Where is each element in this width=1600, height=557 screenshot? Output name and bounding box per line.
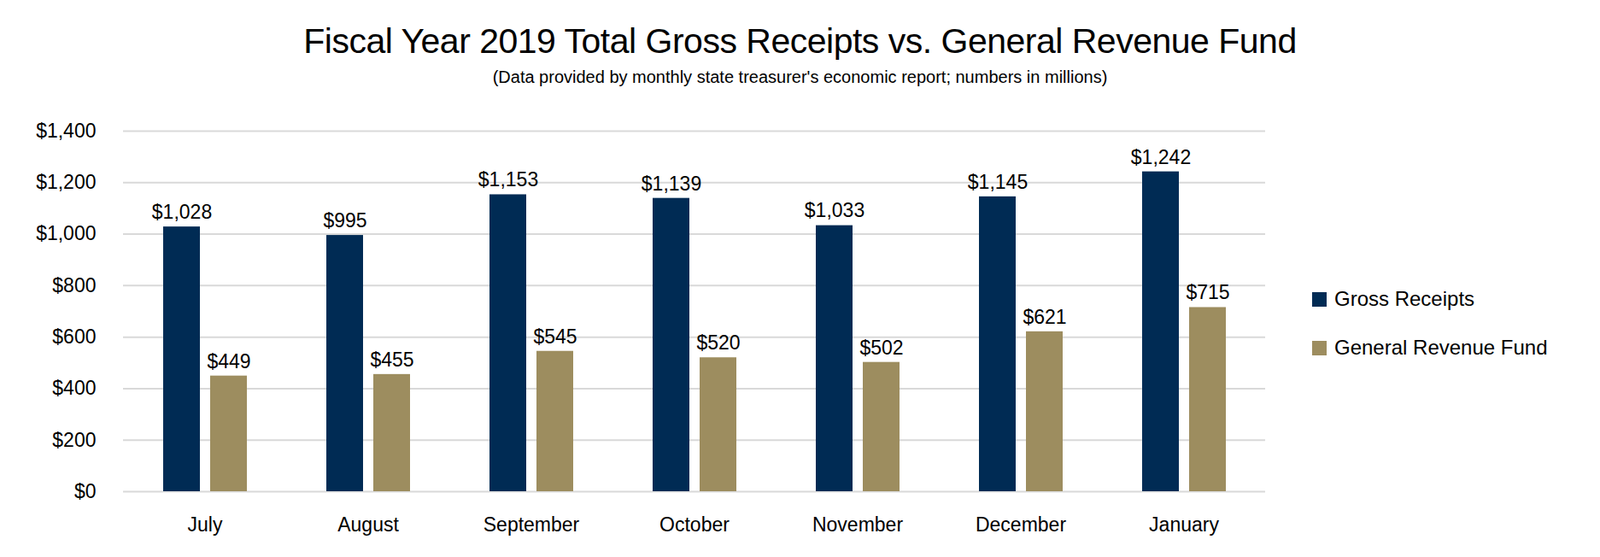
svg-text:$1,028: $1,028 [152, 200, 212, 223]
svg-text:$1,200: $1,200 [35, 170, 96, 194]
html-text:(Data provided by monthly stat: (Data provided by monthly state treasure… [492, 67, 1108, 87]
svg-text:$455: $455 [369, 348, 414, 371]
svg-text:$200: $200 [52, 428, 96, 452]
svg-text:January: January [1148, 513, 1220, 536]
svg-text:November: November [812, 513, 903, 536]
svg-text:December: December [975, 513, 1067, 536]
svg-text:$400: $400 [52, 376, 96, 399]
svg-text:September: September [483, 513, 581, 536]
svg-text:$1,145: $1,145 [967, 170, 1028, 194]
svg-text:$1,033: $1,033 [804, 199, 865, 222]
svg-text:$1,000: $1,000 [35, 222, 96, 245]
svg-text:$1,153: $1,153 [478, 168, 539, 191]
svg-text:$1,242: $1,242 [1131, 145, 1191, 168]
svg-text:$715: $715 [1185, 281, 1230, 304]
svg-text:$449: $449 [206, 350, 251, 373]
svg-text:$1,400: $1,400 [35, 119, 96, 142]
svg-text:$520: $520 [696, 331, 740, 354]
html-text:Gross Receipts: Gross Receipts [1334, 287, 1475, 311]
svg-text:$545: $545 [533, 325, 577, 348]
svg-text:August: August [337, 513, 399, 536]
svg-text:$0: $0 [74, 480, 97, 503]
svg-text:$621: $621 [1022, 305, 1067, 329]
svg-text:$800: $800 [52, 274, 96, 297]
svg-text:$1,139: $1,139 [641, 172, 702, 195]
svg-text:$995: $995 [322, 209, 367, 232]
svg-text:July: July [187, 513, 223, 536]
html-text:Fiscal Year 2019 Total Gross R: Fiscal Year 2019 Total Gross Receipts vs… [303, 21, 1297, 61]
svg-text:$502: $502 [859, 336, 903, 359]
svg-text:$600: $600 [52, 325, 96, 348]
html-text:General Revenue Fund: General Revenue Fund [1334, 335, 1548, 359]
svg-text:October: October [659, 513, 730, 536]
